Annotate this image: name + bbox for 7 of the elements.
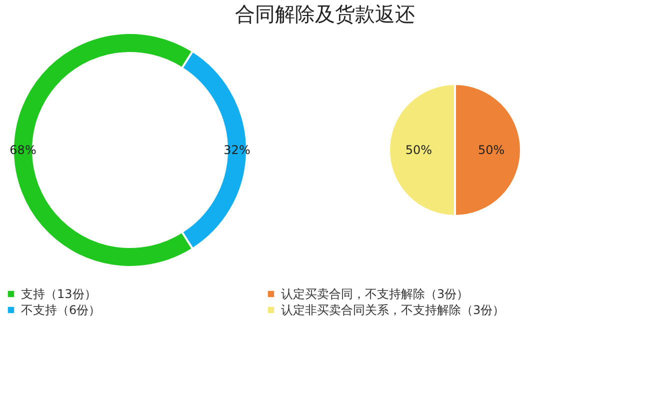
legend-label: 认定非买卖合同关系，不支持解除（3份） (281, 303, 505, 317)
legend-label: 支持（13份） (21, 287, 96, 301)
legend-label: 认定买卖合同，不支持解除（3份） (281, 287, 469, 301)
data-label: 50% (478, 143, 505, 157)
data-label: 50% (405, 143, 432, 157)
legend-label: 不支持（6份） (21, 303, 101, 317)
text: 合同解除及货款返还 (235, 2, 415, 26)
